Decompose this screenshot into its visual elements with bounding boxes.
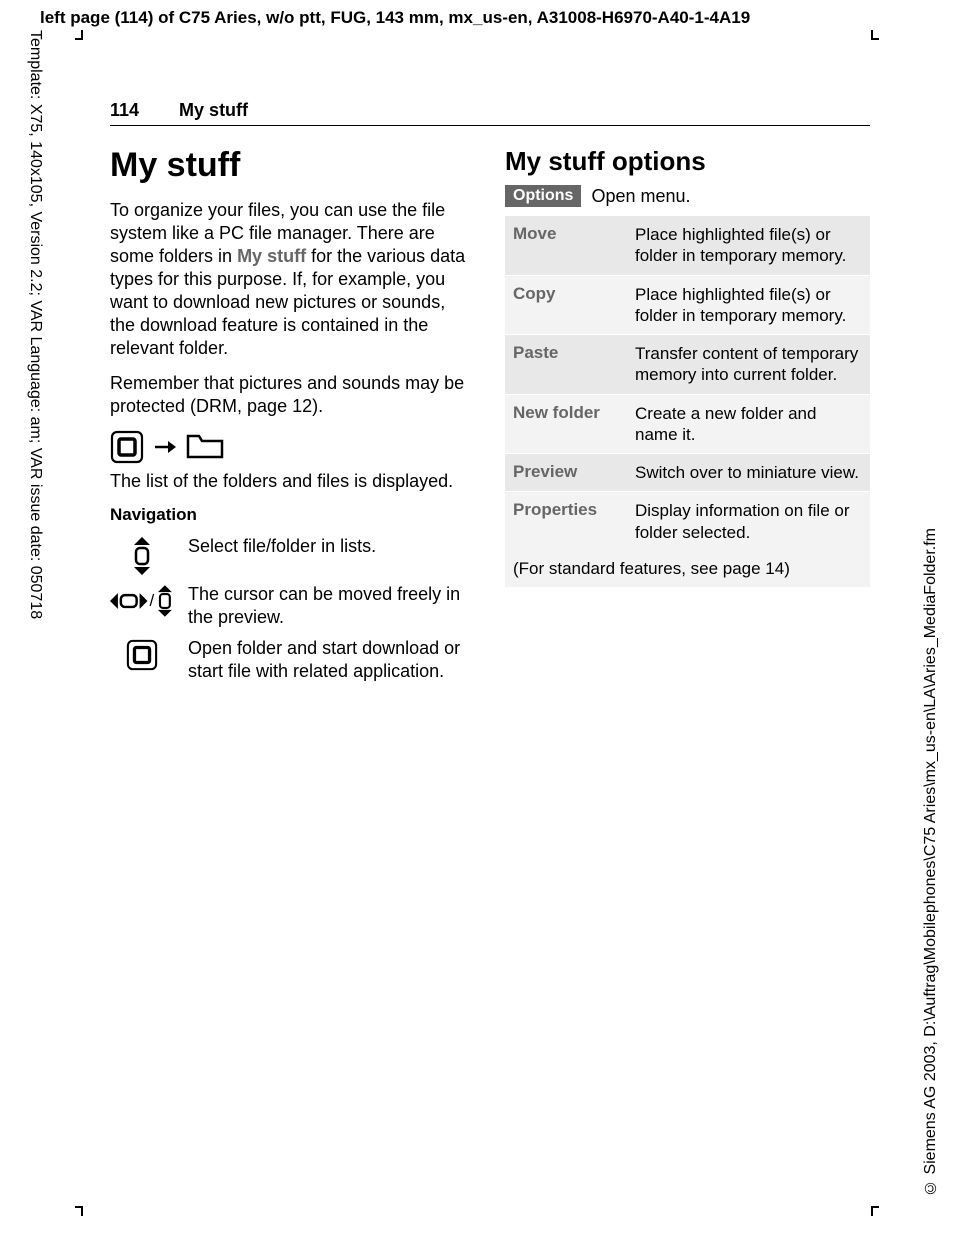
options-heading: My stuff options — [505, 146, 870, 177]
options-footer: (For standard features, see page 14) — [505, 551, 870, 587]
list-paragraph: The list of the folders and files is dis… — [110, 470, 475, 493]
options-row: Properties Display information on file o… — [505, 491, 870, 551]
nav-updown-icon — [131, 537, 153, 575]
crop-mark — [81, 1206, 83, 1216]
options-row: Preview Switch over to miniature view. — [505, 453, 870, 491]
right-column: My stuff options Options Open menu. Move… — [505, 146, 870, 691]
options-row: Move Place highlighted file(s) or folder… — [505, 215, 870, 275]
crop-mark — [81, 30, 83, 40]
option-name: Preview — [505, 454, 635, 491]
page-content: 114 My stuff My stuff To organize your f… — [110, 100, 870, 691]
nav-updown-small-icon — [156, 585, 174, 617]
option-desc: Place highlighted file(s) or folder in t… — [635, 276, 870, 335]
arrow-right-icon — [154, 438, 176, 456]
option-desc: Transfer content of temporary memory int… — [635, 335, 870, 394]
left-column: My stuff To organize your files, you can… — [110, 146, 475, 691]
options-row: New folder Create a new folder and name … — [505, 394, 870, 454]
slash-separator: / — [150, 591, 155, 611]
copyright-sidebar: © Siemens AG 2003, D:\Auftrag\Mobilephon… — [922, 446, 940, 1196]
main-heading: My stuff — [110, 146, 475, 185]
intro-inline-bold: My stuff — [237, 246, 306, 266]
nav-row: / The cursor can be moved freely in the … — [110, 583, 475, 629]
option-name: Properties — [505, 492, 635, 551]
nav-desc: Open folder and start download or start … — [188, 637, 475, 683]
drm-paragraph: Remember that pictures and sounds may be… — [110, 372, 475, 418]
page-header: 114 My stuff — [110, 100, 870, 126]
template-info-sidebar: Template: X75, 140x105, Version 2.2; VAR… — [26, 30, 44, 780]
option-desc: Place highlighted file(s) or folder in t… — [635, 216, 870, 275]
page-number: 114 — [110, 100, 139, 121]
crop-mark — [871, 1206, 873, 1216]
folder-icon — [186, 433, 224, 461]
navigation-table: Select file/folder in lists. / — [110, 535, 475, 683]
options-row: Copy Place highlighted file(s) or folder… — [505, 275, 870, 335]
crop-mark — [871, 30, 873, 40]
nav-row: Open folder and start download or start … — [110, 637, 475, 683]
option-name: Copy — [505, 276, 635, 335]
option-name: Move — [505, 216, 635, 275]
options-softkey-line: Options Open menu. — [505, 185, 870, 207]
option-desc: Display information on file or folder se… — [635, 492, 870, 551]
top-banner: left page (114) of C75 Aries, w/o ptt, F… — [40, 8, 750, 28]
option-name: Paste — [505, 335, 635, 394]
options-open-text: Open menu. — [591, 186, 690, 207]
intro-paragraph: To organize your files, you can use the … — [110, 199, 475, 360]
options-softkey[interactable]: Options — [505, 185, 581, 207]
navigation-heading: Navigation — [110, 505, 475, 525]
icon-sequence — [110, 430, 475, 464]
options-table: Move Place highlighted file(s) or folder… — [505, 215, 870, 587]
center-key-icon — [110, 430, 144, 464]
nav-desc: The cursor can be moved freely in the pr… — [188, 583, 475, 629]
nav-row: Select file/folder in lists. — [110, 535, 475, 575]
nav-desc: Select file/folder in lists. — [188, 535, 475, 558]
option-desc: Create a new folder and name it. — [635, 395, 870, 454]
options-row: Paste Transfer content of temporary memo… — [505, 334, 870, 394]
option-name: New folder — [505, 395, 635, 454]
page-header-title: My stuff — [179, 100, 248, 121]
option-desc: Switch over to miniature view. — [635, 454, 870, 491]
nav-leftright-icon — [110, 590, 148, 612]
center-key-icon — [126, 639, 158, 671]
